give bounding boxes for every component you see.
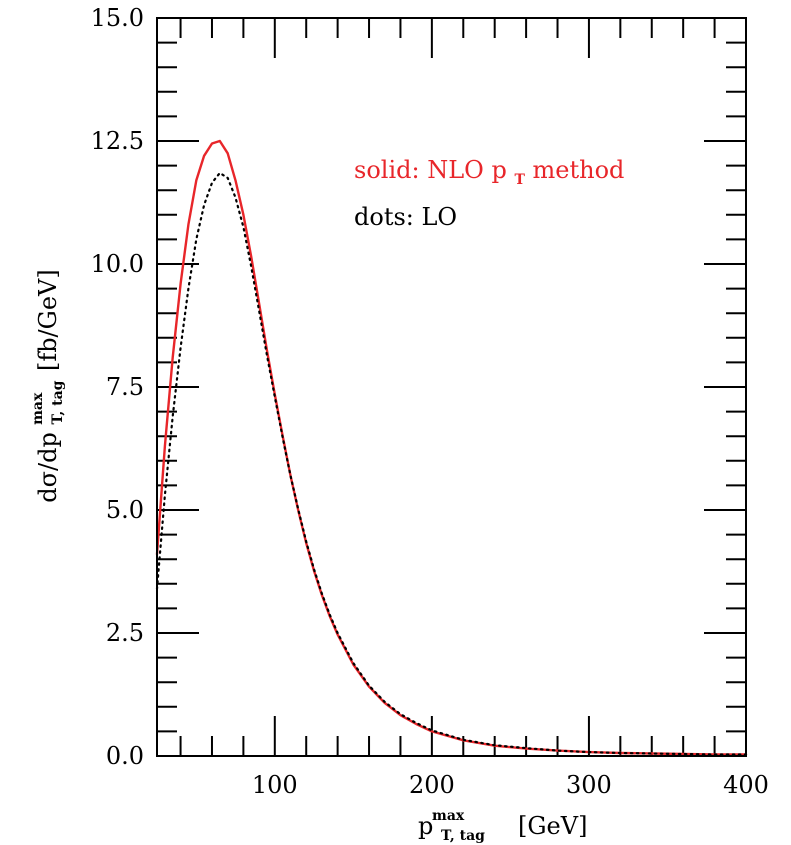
x-tick-label: 100 (252, 771, 298, 799)
series-layer (155, 139, 748, 756)
x-axis-label-base: p (418, 812, 433, 840)
legend-nlo: solid: NLO p T method (354, 156, 624, 190)
x-axis-label-sub: T, tag (441, 828, 485, 844)
x-tick-label: 400 (723, 771, 769, 799)
y-tick-label: 2.5 (106, 619, 144, 647)
legend-lo-main: dots: LO (354, 203, 457, 231)
y-axis-label: dσ/dp T, tag max [fb/GeV] (20, 269, 68, 502)
x-axis-label-unit: [GeV] (518, 812, 587, 840)
y-tick-label: 10.0 (91, 250, 144, 278)
x-axis-label: p T, tag max [GeV] (418, 798, 587, 845)
x-axis-label-sup: max (432, 808, 465, 824)
y-tick-label: 12.5 (91, 127, 144, 155)
y-axis-label-unit: [fb/GeV] (34, 269, 62, 371)
y-tick-label: 5.0 (106, 496, 144, 524)
x-tick-label: 200 (409, 771, 455, 799)
x-tick-label: 300 (566, 771, 612, 799)
y-tick-label: 7.5 (106, 373, 144, 401)
y-axis-label-sub: T, tag (50, 380, 66, 424)
plot-frame (156, 17, 747, 757)
y-tick-label: 0.0 (106, 742, 144, 770)
axis-ticks (157, 18, 747, 756)
nlo-series-line (155, 139, 748, 756)
lo-series-line (155, 171, 748, 756)
y-tick-labels: 0.0 2.5 5.0 7.5 10.0 12.5 15.0 (91, 4, 144, 770)
x-tick-labels: 100 200 300 400 (252, 771, 769, 799)
legend-nlo-main: solid: NLO p (354, 156, 507, 184)
y-axis-label-sup: max (30, 392, 46, 425)
legend-nlo-sub: T (514, 172, 525, 188)
y-tick-label: 15.0 (91, 4, 144, 32)
legend-nlo-tail: method (533, 156, 625, 184)
legend-lo: dots: LO (354, 203, 457, 231)
y-axis-label-prefix: dσ/dp (34, 432, 62, 503)
